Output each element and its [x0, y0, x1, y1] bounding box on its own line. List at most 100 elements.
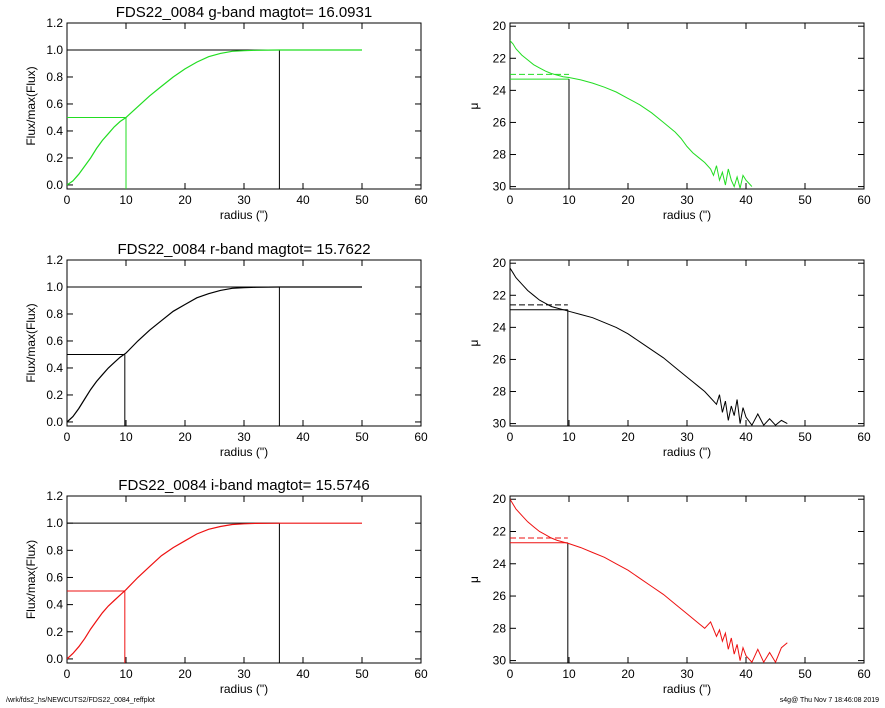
- axes-frame: [509, 495, 865, 664]
- y-axis-label: μ: [467, 102, 481, 109]
- y-tick-label: 0.8: [46, 543, 63, 557]
- y-tick-label: 24: [493, 83, 507, 97]
- y-tick-label: 24: [493, 557, 507, 571]
- panel-title: FDS22_0084 r-band magtot= 15.7622: [117, 241, 370, 258]
- y-tick-label: 0.8: [46, 307, 63, 321]
- y-tick-label: 1.2: [46, 16, 63, 30]
- x-tick-label: 30: [237, 430, 251, 444]
- x-tick-label: 10: [562, 667, 576, 681]
- y-tick-label: 0.0: [46, 178, 63, 192]
- x-tick-label: 20: [621, 193, 635, 207]
- x-tick-label: 10: [119, 667, 133, 681]
- y-axis-label: μ: [467, 576, 481, 583]
- y-tick-label: 0.2: [46, 625, 63, 639]
- y-tick-label: 24: [493, 320, 507, 334]
- y-tick-label: 22: [493, 51, 507, 65]
- y-tick-label: 1.0: [46, 516, 63, 530]
- y-tick-label: 0.6: [46, 334, 63, 348]
- axes-frame: [66, 22, 422, 190]
- x-tick-label: 30: [680, 193, 694, 207]
- x-tick-label: 0: [507, 667, 514, 681]
- x-tick-label: 10: [119, 193, 133, 207]
- x-tick-label: 50: [355, 430, 369, 444]
- x-axis-label: radius ("): [663, 445, 711, 459]
- axes-frame: [66, 259, 422, 427]
- y-tick-label: 28: [493, 385, 507, 399]
- y-tick-label: 22: [493, 288, 507, 302]
- x-axis-label: radius ("): [220, 682, 268, 696]
- x-tick-label: 30: [237, 667, 251, 681]
- axes-frame: [66, 495, 422, 664]
- axes-frame: [509, 259, 865, 427]
- y-tick-label: 0.2: [46, 151, 63, 165]
- x-tick-label: 0: [64, 667, 71, 681]
- y-tick-label: 20: [493, 492, 507, 506]
- x-tick-label: 10: [119, 430, 133, 444]
- x-tick-label: 0: [507, 430, 514, 444]
- y-tick-label: 30: [493, 180, 507, 194]
- x-tick-label: 20: [178, 430, 192, 444]
- panel-title: FDS22_0084 g-band magtot= 16.0931: [116, 4, 372, 21]
- x-axis-label: radius ("): [220, 208, 268, 222]
- x-tick-label: 60: [857, 430, 871, 444]
- y-tick-label: 28: [493, 148, 507, 162]
- y-tick-label: 30: [493, 654, 507, 668]
- y-tick-label: 0.8: [46, 70, 63, 84]
- x-tick-label: 20: [178, 667, 192, 681]
- x-tick-label: 40: [296, 193, 310, 207]
- y-tick-label: 26: [493, 352, 507, 366]
- y-tick-label: 0.2: [46, 388, 63, 402]
- y-axis-label: Flux/max(Flux): [24, 540, 38, 619]
- panel-3: 0 10 20 30 40 50 60 0.0 0.2 0.4 0.6 0.8 1.0 1.2 radius…: [24, 241, 428, 459]
- footer-timestamp-label: s4g@ Thu Nov 7 18:46:08 2019: [779, 697, 879, 704]
- y-tick-label: 1.0: [46, 43, 63, 57]
- x-tick-label: 20: [621, 667, 635, 681]
- x-axis-label: radius ("): [663, 208, 711, 222]
- x-tick-label: 40: [739, 193, 753, 207]
- x-tick-label: 10: [562, 430, 576, 444]
- y-tick-label: 0.0: [46, 415, 63, 429]
- x-tick-label: 60: [414, 667, 428, 681]
- y-tick-label: 1.2: [46, 253, 63, 267]
- y-tick-label: 30: [493, 417, 507, 431]
- y-tick-label: 0.4: [46, 598, 63, 612]
- x-tick-label: 60: [414, 193, 428, 207]
- y-tick-label: 26: [493, 589, 507, 603]
- panel-5: 0 10 20 30 40 50 60 0.0 0.2 0.4 0.6 0.8 1.0 1.2 radius…: [24, 477, 428, 696]
- y-tick-label: 1.0: [46, 280, 63, 294]
- x-tick-label: 50: [798, 193, 812, 207]
- x-tick-label: 20: [178, 193, 192, 207]
- y-tick-label: 0.0: [46, 652, 63, 666]
- y-tick-label: 20: [493, 256, 507, 270]
- y-tick-label: 22: [493, 524, 507, 538]
- x-tick-label: 0: [64, 430, 71, 444]
- x-tick-label: 50: [355, 193, 369, 207]
- y-axis-label: μ: [467, 339, 481, 346]
- x-tick-label: 0: [507, 193, 514, 207]
- sb-profile-line: [510, 40, 753, 189]
- x-tick-label: 30: [680, 430, 694, 444]
- y-tick-label: 0.4: [46, 124, 63, 138]
- x-tick-label: 20: [621, 430, 635, 444]
- y-tick-label: 28: [493, 621, 507, 635]
- sb-profile-line: [510, 498, 788, 663]
- growth-curve-line: [67, 286, 362, 423]
- x-tick-label: 60: [857, 193, 871, 207]
- x-tick-label: 0: [64, 193, 71, 207]
- y-tick-label: 26: [493, 115, 507, 129]
- panel-title: FDS22_0084 i-band magtot= 15.5746: [118, 477, 369, 494]
- x-axis-label: radius ("): [220, 445, 268, 459]
- x-tick-label: 40: [296, 430, 310, 444]
- y-tick-label: 0.4: [46, 361, 63, 375]
- y-axis-label: Flux/max(Flux): [24, 66, 38, 145]
- y-tick-label: 0.6: [46, 97, 63, 111]
- y-tick-label: 20: [493, 19, 507, 33]
- x-axis-label: radius ("): [663, 682, 711, 696]
- axes-frame: [509, 22, 865, 190]
- footer-path-label: /wrk/fds2_hs/NEWCUTS2/FDS22_0084_reffplo…: [6, 697, 155, 704]
- x-tick-label: 50: [798, 667, 812, 681]
